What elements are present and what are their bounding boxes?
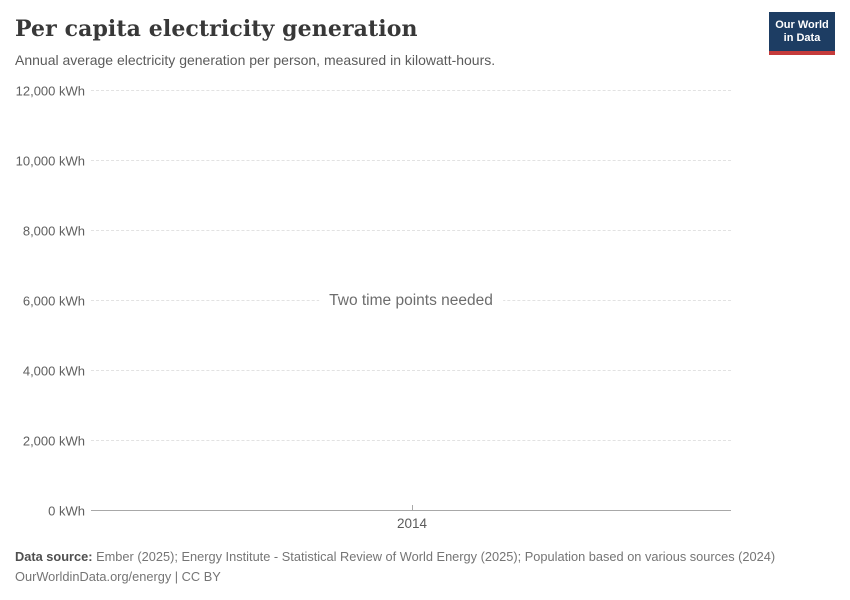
x-axis-tick-mark xyxy=(412,505,413,511)
gridline xyxy=(91,440,731,441)
gridline xyxy=(91,160,731,161)
chart-title: Per capita electricity generation xyxy=(15,16,418,42)
data-source-text: Ember (2025); Energy Institute - Statist… xyxy=(96,549,776,564)
y-axis-tick-label: 12,000 kWh xyxy=(15,83,85,99)
y-axis-tick-label: 0 kWh xyxy=(48,503,85,519)
gridline xyxy=(91,370,731,371)
chart-subtitle: Annual average electricity generation pe… xyxy=(15,52,496,68)
data-source-line: Data source: Ember (2025); Energy Instit… xyxy=(15,547,835,567)
y-axis-tick-label: 4,000 kWh xyxy=(22,363,85,379)
owid-link-line[interactable]: OurWorldinData.org/energy | CC BY xyxy=(15,569,221,584)
y-axis-tick-label: 2,000 kWh xyxy=(22,433,85,449)
owid-logo-line1: Our World xyxy=(775,19,829,31)
gridline xyxy=(91,230,731,231)
data-source-label: Data source: xyxy=(15,549,93,564)
y-axis-tick-label: 10,000 kWh xyxy=(15,153,85,169)
gridline xyxy=(91,90,731,91)
y-axis-tick-label: 6,000 kWh xyxy=(22,293,85,309)
y-axis-tick-label: 8,000 kWh xyxy=(22,223,85,239)
x-axis-tick-label: 2014 xyxy=(396,516,428,531)
owid-logo-line2: in Data xyxy=(783,32,821,44)
chart-footer: Data source: Ember (2025); Energy Instit… xyxy=(15,547,835,587)
gridline xyxy=(91,510,731,511)
owid-logo[interactable]: Our World in Data xyxy=(769,12,835,55)
empty-state-message: Two time points needed xyxy=(319,290,503,312)
